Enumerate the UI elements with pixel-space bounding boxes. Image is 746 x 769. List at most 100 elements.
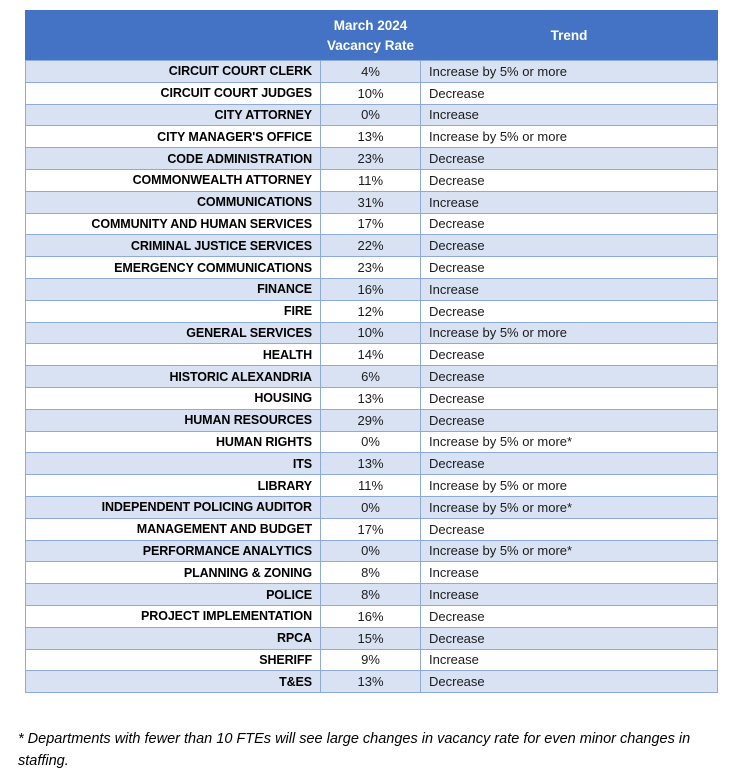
department-cell: POLICE [25, 583, 321, 606]
vacancy-rate-cell: 6% [320, 365, 421, 388]
table-row: HOUSING 13% Decrease [25, 386, 718, 410]
vacancy-rate-cell: 0% [320, 103, 421, 127]
table-row: ITS 13% Decrease [25, 452, 718, 476]
trend-cell: Increase [420, 583, 718, 606]
table-row: PROJECT IMPLEMENTATION 16% Decrease [25, 604, 718, 628]
vacancy-rate-cell: 16% [320, 604, 421, 628]
trend-cell: Increase [420, 648, 718, 672]
vacancy-rate-cell: 15% [320, 626, 421, 650]
table-row: RPCA 15% Decrease [25, 626, 718, 650]
vacancy-rate-cell: 13% [320, 670, 421, 694]
trend-cell: Increase [420, 277, 718, 301]
vacancy-rate-cell: 12% [320, 299, 421, 323]
vacancy-rate-cell: 11% [320, 474, 421, 497]
department-cell: CIRCUIT COURT CLERK [25, 60, 321, 83]
table-body: CIRCUIT COURT CLERK 4% Increase by 5% or m… [25, 60, 718, 694]
trend-cell: Decrease [420, 343, 718, 367]
trend-cell: Decrease [420, 234, 718, 258]
department-cell: HOUSING [25, 386, 321, 410]
trend-cell: Decrease [420, 212, 718, 236]
department-cell: ITS [25, 452, 321, 476]
trend-cell: Decrease [420, 365, 718, 388]
department-cell: PROJECT IMPLEMENTATION [25, 604, 321, 628]
vacancy-rate-cell: 8% [320, 583, 421, 606]
vacancy-rate-cell: 4% [320, 60, 421, 83]
vacancy-rate-cell: 23% [320, 147, 421, 170]
department-cell: CODE ADMINISTRATION [25, 147, 321, 170]
table-row: SHERIFF 9% Increase [25, 648, 718, 672]
department-cell: HUMAN RESOURCES [25, 408, 321, 432]
header-vacancy-rate-cell: March 2024 Vacancy Rate [320, 10, 421, 61]
table-row: PLANNING & ZONING 8% Increase [25, 561, 718, 585]
trend-cell: Decrease [420, 256, 718, 279]
vacancy-rate-table: March 2024 Vacancy Rate Trend CIRCUIT CO… [25, 10, 718, 694]
trend-cell: Increase by 5% or more* [420, 430, 718, 454]
department-cell: CRIMINAL JUSTICE SERVICES [25, 234, 321, 258]
table-row: HEALTH 14% Decrease [25, 343, 718, 367]
trend-cell: Decrease [420, 168, 718, 192]
department-cell: SHERIFF [25, 648, 321, 672]
table-row: CITY ATTORNEY 0% Increase [25, 103, 718, 127]
trend-cell: Increase [420, 103, 718, 127]
trend-cell: Decrease [420, 147, 718, 170]
table-row: FIRE 12% Decrease [25, 299, 718, 323]
vacancy-rate-cell: 13% [320, 386, 421, 410]
department-cell: INDEPENDENT POLICING AUDITOR [25, 495, 321, 519]
vacancy-rate-cell: 11% [320, 168, 421, 192]
table-row: CITY MANAGER'S OFFICE 13% Increase by 5% o… [25, 125, 718, 149]
trend-cell: Increase [420, 561, 718, 585]
department-cell: COMMONWEALTH ATTORNEY [25, 168, 321, 192]
trend-cell: Increase by 5% or more [420, 60, 718, 83]
department-cell: GENERAL SERVICES [25, 321, 321, 345]
vacancy-rate-cell: 0% [320, 430, 421, 454]
department-cell: FIRE [25, 299, 321, 323]
department-cell: T&ES [25, 670, 321, 694]
table-header-row: March 2024 Vacancy Rate Trend [25, 10, 718, 61]
department-cell: HISTORIC ALEXANDRIA [25, 365, 321, 388]
department-cell: FINANCE [25, 277, 321, 301]
table-row: MANAGEMENT AND BUDGET 17% Decrease [25, 517, 718, 541]
vacancy-rate-cell: 22% [320, 234, 421, 258]
trend-cell: Increase [420, 190, 718, 214]
table-row: EMERGENCY COMMUNICATIONS 23% Decrease [25, 256, 718, 279]
table-row: GENERAL SERVICES 10% Increase by 5% or mor… [25, 321, 718, 345]
department-cell: HUMAN RIGHTS [25, 430, 321, 454]
table-row: FINANCE 16% Increase [25, 277, 718, 301]
vacancy-rate-cell: 0% [320, 539, 421, 563]
table-row: CIRCUIT COURT JUDGES 10% Decrease [25, 81, 718, 105]
vacancy-rate-cell: 0% [320, 495, 421, 519]
trend-cell: Increase by 5% or more* [420, 495, 718, 519]
vacancy-rate-cell: 29% [320, 408, 421, 432]
trend-cell: Decrease [420, 452, 718, 476]
table-row: T&ES 13% Decrease [25, 670, 718, 694]
table-row: HUMAN RIGHTS 0% Increase by 5% or more* [25, 430, 718, 454]
department-cell: CIRCUIT COURT JUDGES [25, 81, 321, 105]
vacancy-rate-cell: 16% [320, 277, 421, 301]
vacancy-rate-cell: 13% [320, 125, 421, 149]
trend-cell: Decrease [420, 81, 718, 105]
table-row: COMMONWEALTH ATTORNEY 11% Decrease [25, 168, 718, 192]
table-row: PERFORMANCE ANALYTICS 0% Increase by 5% or… [25, 539, 718, 563]
department-cell: COMMUNITY AND HUMAN SERVICES [25, 212, 321, 236]
header-department-cell [25, 10, 321, 61]
trend-cell: Decrease [420, 386, 718, 410]
table-row: CIRCUIT COURT CLERK 4% Increase by 5% or m… [25, 60, 718, 83]
department-cell: PLANNING & ZONING [25, 561, 321, 585]
table-row: HISTORIC ALEXANDRIA 6% Decrease [25, 365, 718, 388]
header-trend-cell: Trend [420, 10, 718, 61]
footnote-text: * Departments with fewer than 10 FTEs wi… [18, 731, 691, 769]
vacancy-rate-cell: 14% [320, 343, 421, 367]
table-row: HUMAN RESOURCES 29% Decrease [25, 408, 718, 432]
department-cell: LIBRARY [25, 474, 321, 497]
vacancy-rate-cell: 13% [320, 452, 421, 476]
department-cell: HEALTH [25, 343, 321, 367]
department-cell: MANAGEMENT AND BUDGET [25, 517, 321, 541]
table-row: INDEPENDENT POLICING AUDITOR 0% Increase b… [25, 495, 718, 519]
trend-cell: Decrease [420, 517, 718, 541]
department-cell: RPCA [25, 626, 321, 650]
trend-cell: Decrease [420, 604, 718, 628]
department-cell: PERFORMANCE ANALYTICS [25, 539, 321, 563]
trend-cell: Increase by 5% or more [420, 321, 718, 345]
table-row: POLICE 8% Increase [25, 583, 718, 606]
